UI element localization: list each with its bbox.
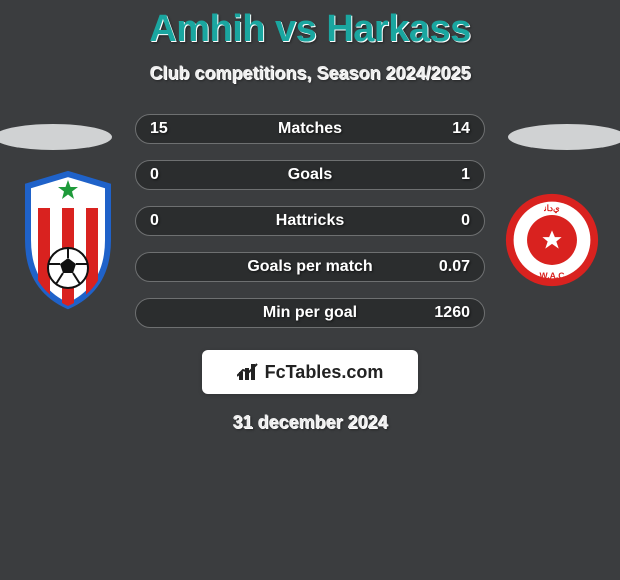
branding-text: FcTables.com [265,362,384,383]
svg-text:ﻱﺩﺎﻧ: ﻱﺩﺎﻧ [543,203,560,214]
stat-label: Goals [288,166,332,184]
stat-right-value: 1260 [434,304,470,322]
right-ellipse-decor [508,124,620,150]
team-crest-right: ﻱﺩﺎﻧ W.A.C [502,170,602,310]
stat-right-value: 0.07 [439,258,470,276]
shield-icon [18,170,118,310]
stat-label: Goals per match [247,258,372,276]
stat-right-value: 0 [461,212,470,230]
stat-left-value: 0 [150,212,159,230]
snapshot-date: 31 december 2024 [0,412,620,433]
season-subtitle: Club competitions, Season 2024/2025 [0,63,620,84]
stat-label: Matches [278,120,342,138]
stat-label: Hattricks [276,212,344,230]
stat-row-goals-per-match: Goals per match 0.07 [135,252,485,282]
page-title: Amhih vs Harkass [0,0,620,51]
stat-row-min-per-goal: Min per goal 1260 [135,298,485,328]
left-ellipse-decor [0,124,112,150]
stat-row-goals: 0 Goals 1 [135,160,485,190]
stat-right-value: 14 [452,120,470,138]
stat-left-value: 0 [150,166,159,184]
stats-list: 15 Matches 14 0 Goals 1 0 Hattricks 0 Go… [135,114,485,328]
stat-row-matches: 15 Matches 14 [135,114,485,144]
svg-text:W.A.C: W.A.C [540,270,565,280]
stat-left-value: 15 [150,120,168,138]
comparison-card: Amhih vs Harkass Club competitions, Seas… [0,0,620,580]
branding-badge[interactable]: FcTables.com [202,350,418,394]
team-crest-left [18,170,118,310]
bar-chart-icon [237,362,261,382]
content-area: ﻱﺩﺎﻧ W.A.C 15 Matches 14 0 Goals 1 0 Hat… [0,114,620,433]
round-badge-icon: ﻱﺩﺎﻧ W.A.C [504,192,600,288]
stat-row-hattricks: 0 Hattricks 0 [135,206,485,236]
stat-label: Min per goal [263,304,357,322]
stat-right-value: 1 [461,166,470,184]
